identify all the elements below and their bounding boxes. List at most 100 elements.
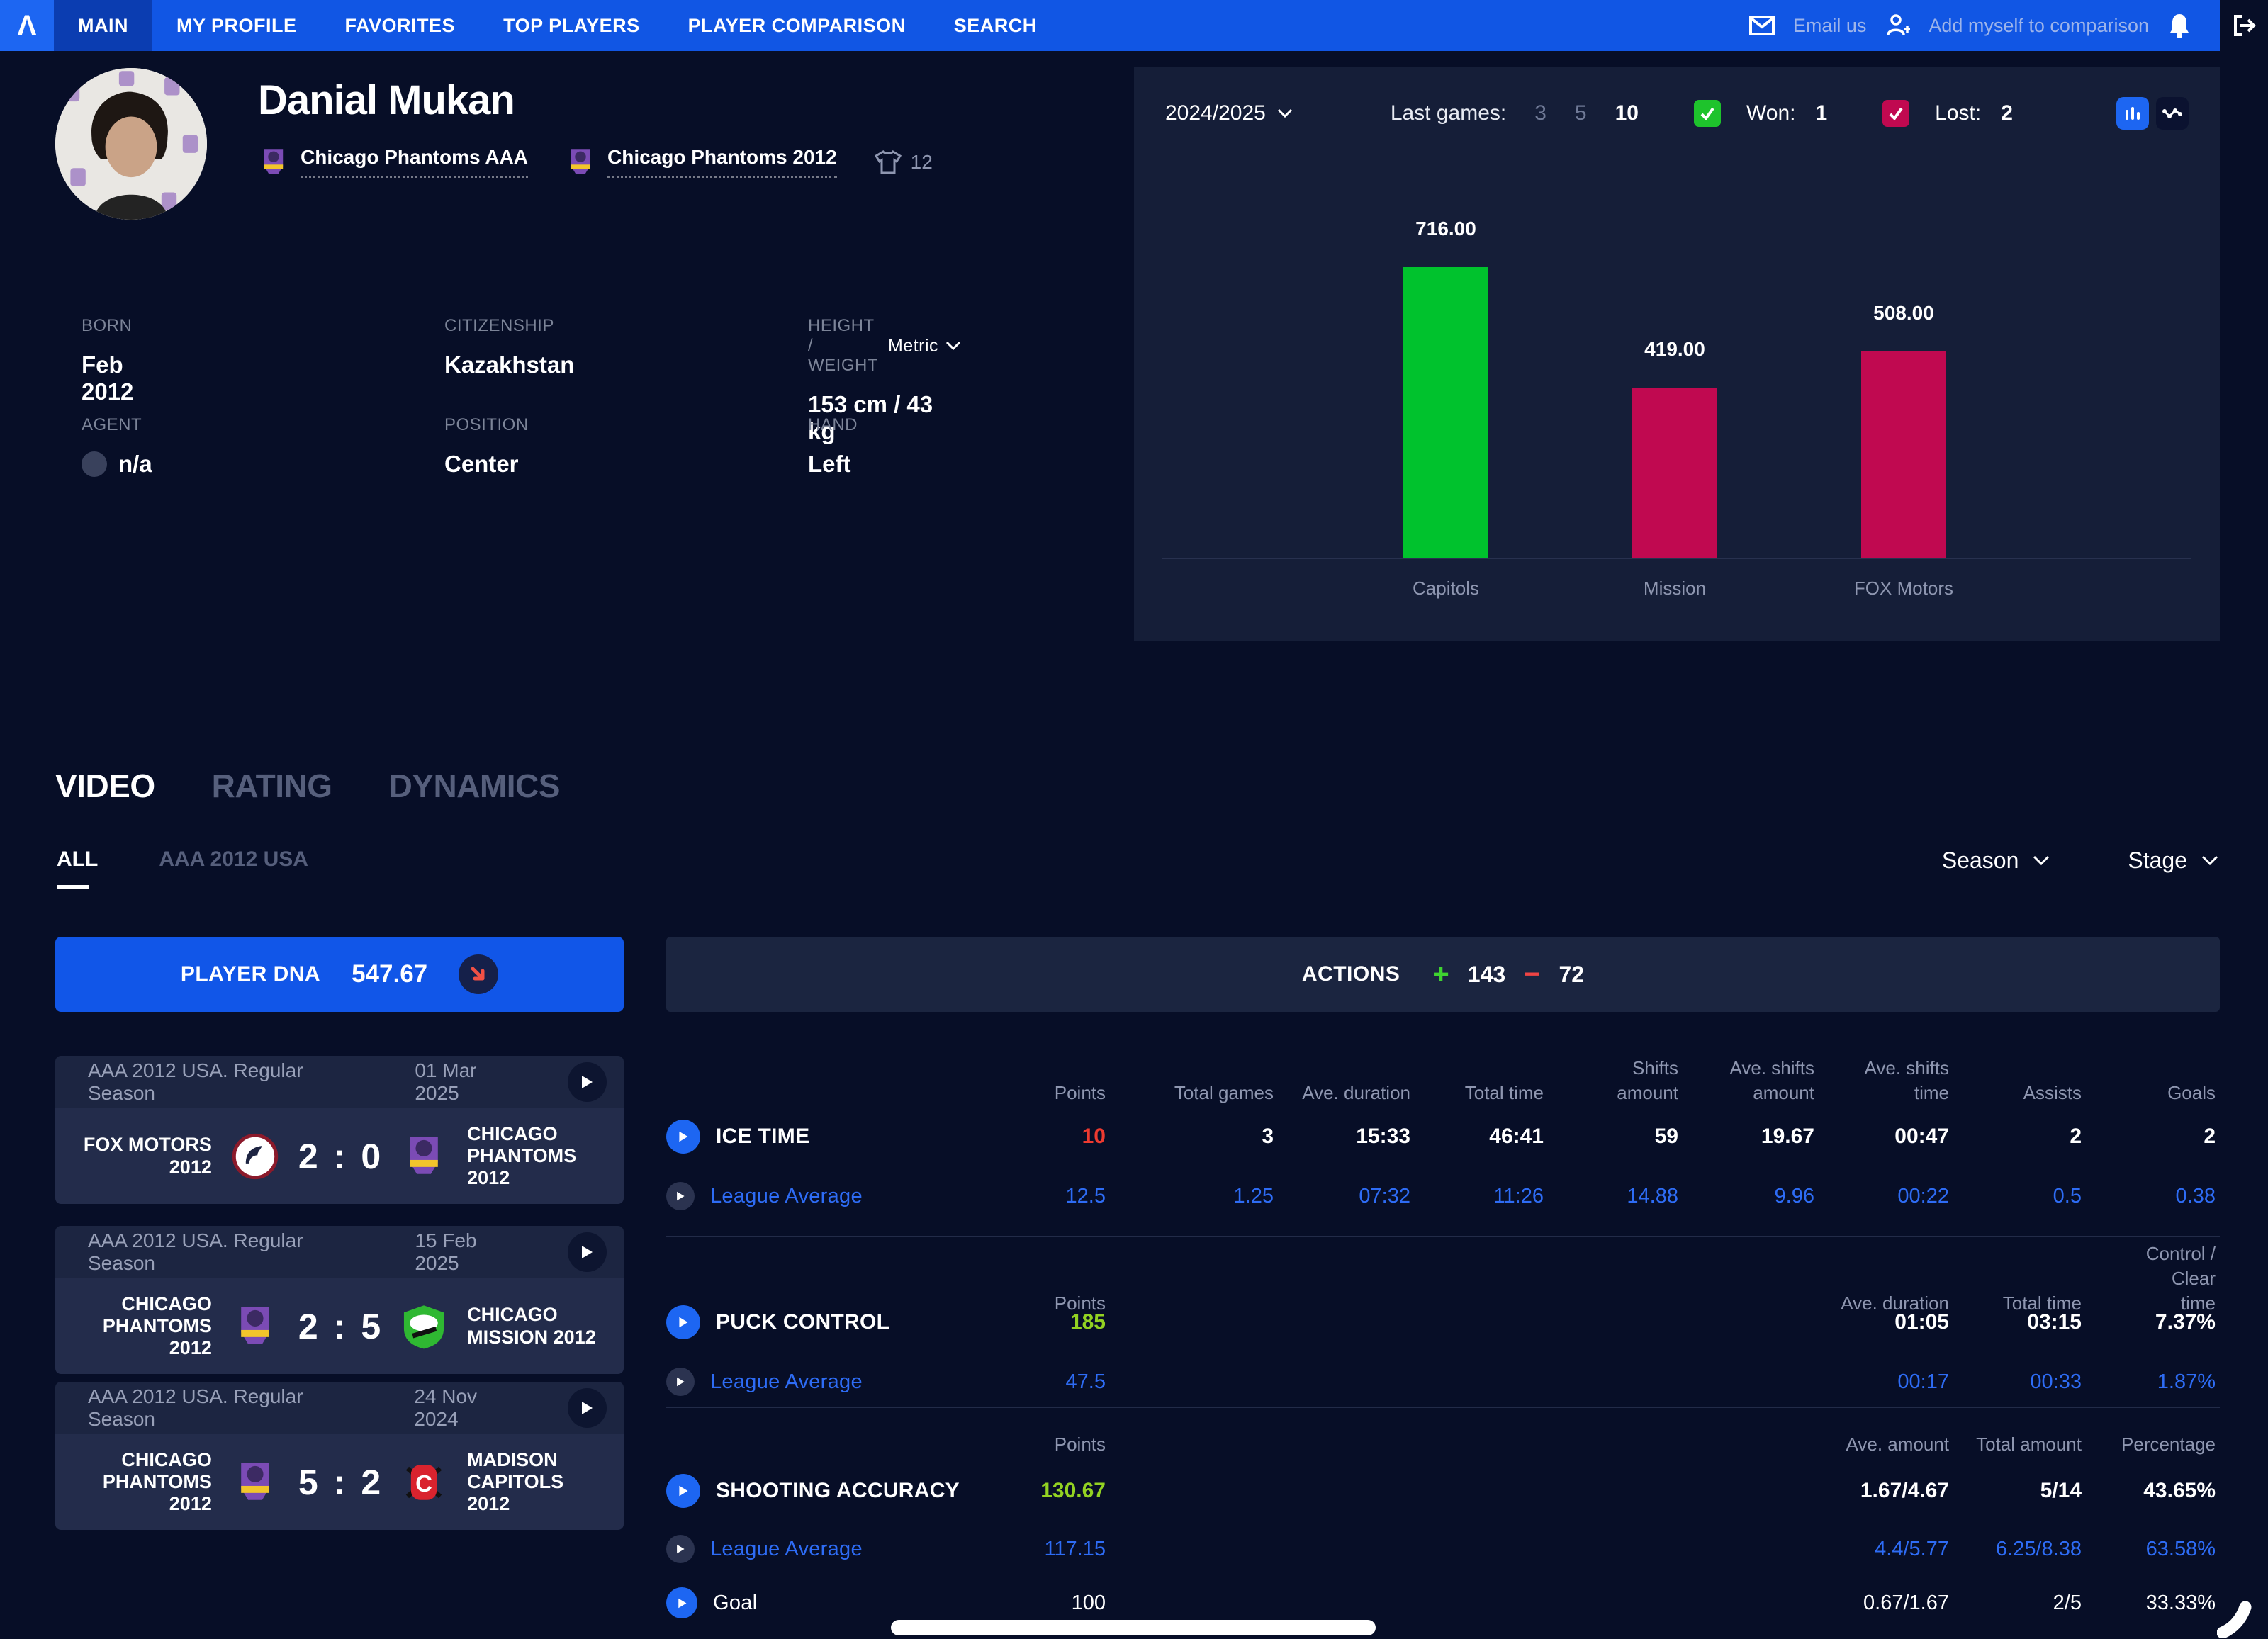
horizontal-scrollbar-thumb[interactable] [891, 1620, 1376, 1635]
last-games-option-3[interactable]: 3 [1534, 101, 1546, 125]
nav-item-player-comparison[interactable]: PLAYER COMPARISON [687, 14, 906, 36]
bar-category-label: Mission [1643, 578, 1707, 599]
jersey-number: 12 [910, 150, 933, 173]
arrow-down-right-icon [471, 967, 485, 981]
hand-label: HAND [808, 415, 858, 434]
check-icon [1889, 107, 1903, 121]
stat-value: 0.38 [2175, 1184, 2216, 1207]
game-play-button[interactable] [567, 1062, 607, 1102]
stat-value: 100 [1071, 1591, 1106, 1614]
away-team-name: CHICAGO MISSION 2012 [467, 1304, 596, 1348]
logout-icon[interactable] [2232, 13, 2256, 38]
play-icon [677, 1191, 685, 1201]
won-value: 1 [1815, 101, 1828, 125]
last-games-option-10[interactable]: 10 [1615, 101, 1639, 125]
nav-item-main[interactable]: MAIN [54, 0, 152, 51]
agent-label: AGENT [82, 415, 142, 434]
ice-time-headers: Points Total games Ave. duration Total t… [666, 1042, 2220, 1105]
game-card-header: AAA 2012 USA. Regular Season 01 Mar 2025 [55, 1056, 624, 1108]
away-team-name: CHICAGO PHANTOMS 2012 [467, 1122, 577, 1189]
lost-checkbox[interactable] [1882, 100, 1910, 127]
tab-rating[interactable]: RATING [211, 767, 332, 804]
expand-play-button[interactable] [666, 1305, 700, 1339]
expand-play-button[interactable] [666, 1474, 700, 1508]
nav-item-search[interactable]: SEARCH [953, 14, 1037, 36]
expand-play-button[interactable] [666, 1368, 695, 1396]
field-born: BORN Feb 2012 [82, 316, 133, 405]
bar-value-label: 716.00 [1415, 218, 1476, 240]
won-label: Won: [1746, 101, 1796, 125]
subtab-aaa-2012-usa[interactable]: AAA 2012 USA [159, 847, 308, 871]
game-card[interactable]: AAA 2012 USA. Regular Season 24 Nov 2024… [55, 1382, 624, 1530]
bar-fox-motors: 508.00 FOX Motors [1854, 302, 1953, 599]
bar-value-label: 419.00 [1644, 338, 1705, 360]
game-play-button[interactable] [567, 1232, 607, 1272]
game-card[interactable]: AAA 2012 USA. Regular Season 15 Feb 2025… [55, 1226, 624, 1374]
away-score: 0 [361, 1136, 381, 1176]
field-citizenship: CITIZENSHIP Kazakhstan [444, 316, 574, 378]
nav-item-my-profile[interactable]: MY PROFILE [176, 14, 297, 36]
stat-value: 47.5 [1065, 1370, 1106, 1393]
last-games-option-5[interactable]: 5 [1574, 101, 1587, 125]
expand-play-button[interactable] [666, 1587, 697, 1618]
stat-value: 01:05 [1894, 1310, 1949, 1334]
col-header: Assists [2023, 1081, 2082, 1103]
season-select[interactable]: 2024/2025 [1165, 101, 1293, 125]
person-add-icon[interactable] [1885, 13, 1911, 38]
stage-filter[interactable]: Stage [2128, 847, 2218, 874]
game-card-body: FOX MOTORS 2012 2 : 0 CHICAGO PHANTOMS 2… [55, 1108, 624, 1204]
tab-video[interactable]: VIDEO [55, 767, 155, 804]
season-filter[interactable]: Season [1942, 847, 2050, 874]
col-header: Shifts amount [1617, 1057, 1678, 1103]
field-agent: AGENT n/a [82, 415, 152, 478]
team-logo-phantoms [410, 1136, 438, 1174]
jersey-icon [874, 150, 902, 174]
team-logo-phantoms [241, 1462, 269, 1500]
bar-chart-toggle[interactable] [2116, 97, 2149, 130]
ice-time-league-average-row: League Average 12.5 1.25 07:32 11:26 14.… [666, 1176, 2220, 1216]
team-link-2012[interactable]: Chicago Phantoms 2012 [565, 146, 837, 178]
expand-play-button[interactable] [666, 1182, 695, 1210]
game-card-header: AAA 2012 USA. Regular Season 15 Feb 2025 [55, 1226, 624, 1278]
goal-label: Goal [713, 1591, 758, 1614]
chart-header: 2024/2025 Last games: 3 5 10 Won: 1 Lost… [1134, 67, 2220, 159]
game-card[interactable]: AAA 2012 USA. Regular Season 01 Mar 2025… [55, 1056, 624, 1204]
line-chart-icon [2162, 108, 2182, 118]
stat-label: SHOOTING ACCURACY [716, 1479, 960, 1502]
stat-value: 2/5 [2053, 1591, 2082, 1614]
game-play-button[interactable] [567, 1388, 607, 1428]
subtab-all[interactable]: ALL [57, 847, 98, 889]
check-icon [1700, 107, 1714, 121]
add-to-comparison-link[interactable]: Add myself to comparison [1929, 14, 2149, 36]
sub-tabs: ALL AAA 2012 USA [57, 847, 308, 889]
bar-category-label: FOX Motors [1853, 578, 1954, 599]
away-score: 2 [361, 1462, 381, 1502]
home-team-name: CHICAGO PHANTOMS 2012 [102, 1448, 212, 1515]
notifications-bell-icon[interactable] [2167, 12, 2191, 39]
top-nav: Λ MAIN MY PROFILE FAVORITES TOP PLAYERS … [0, 0, 2220, 51]
col-header: Goals [2167, 1081, 2216, 1103]
app-logo[interactable]: Λ [0, 0, 54, 51]
stat-value: 15:33 [1356, 1125, 1410, 1148]
email-icon[interactable] [1748, 16, 1775, 35]
player-dna-banner[interactable]: PLAYER DNA 547.67 [55, 937, 624, 1012]
tab-dynamics[interactable]: DYNAMICS [388, 767, 561, 804]
expand-play-button[interactable] [666, 1120, 700, 1154]
chat-widget-swoosh-icon[interactable] [2217, 1592, 2267, 1638]
stat-value: 5/14 [2040, 1479, 2082, 1502]
line-chart-toggle[interactable] [2156, 97, 2189, 130]
won-checkbox[interactable] [1693, 100, 1721, 127]
away-score: 5 [361, 1306, 381, 1346]
agent-value: n/a [118, 451, 152, 477]
units-dropdown[interactable]: Metric [888, 336, 961, 356]
nav-item-favorites[interactable]: FAVORITES [344, 14, 456, 36]
team-link-aaa[interactable]: Chicago Phantoms AAA [258, 146, 528, 178]
nav-item-top-players[interactable]: TOP PLAYERS [503, 14, 640, 36]
game-date: 01 Mar 2025 [415, 1059, 477, 1104]
expand-play-button[interactable] [666, 1535, 695, 1563]
email-us-link[interactable]: Email us [1792, 14, 1867, 36]
season-value: 2024/2025 [1165, 101, 1266, 125]
home-score: 2 [298, 1306, 318, 1346]
units-value: Metric [887, 335, 939, 356]
col-header: Points [1054, 1292, 1106, 1314]
